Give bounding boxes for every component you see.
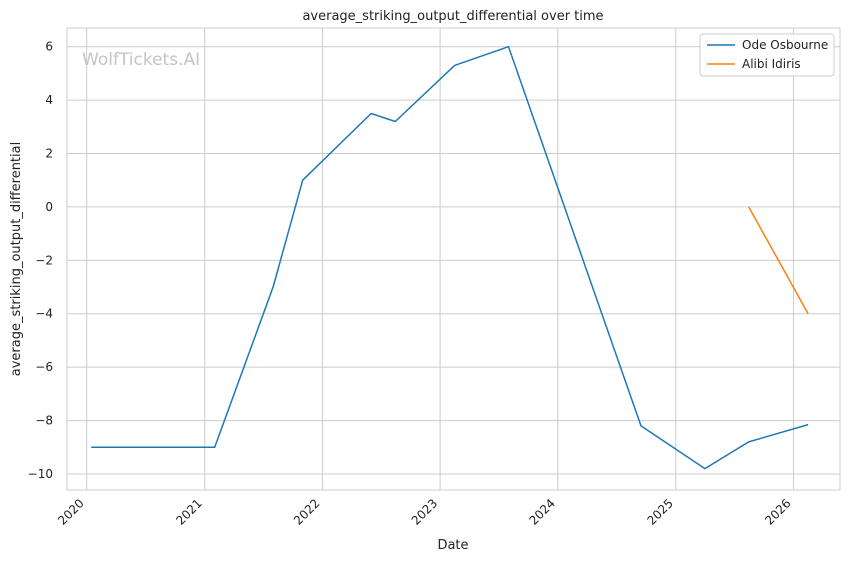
y-tick-label: −10 bbox=[28, 467, 53, 481]
plot-area-frame bbox=[66, 27, 841, 491]
y-gridlines bbox=[67, 46, 840, 475]
x-tick-label: 2024 bbox=[526, 496, 557, 527]
x-tick-label: 2020 bbox=[55, 496, 86, 527]
x-tick-label: 2021 bbox=[173, 496, 204, 527]
series-layer bbox=[91, 45, 809, 470]
y-tick-label: 0 bbox=[45, 200, 53, 214]
x-tick-label: 2023 bbox=[409, 496, 440, 527]
x-tick-labels: 2020 2021 2022 2023 2024 2025 2026 bbox=[55, 496, 793, 527]
y-tick-label: 6 bbox=[45, 40, 53, 54]
x-gridlines bbox=[86, 28, 795, 490]
legend-label-ode-osbourne: Ode Osbourne bbox=[742, 38, 828, 52]
series-line-ode-osbourne bbox=[91, 45, 809, 470]
x-tick-label: 2025 bbox=[644, 496, 675, 527]
series-line-alibi-idiris bbox=[748, 206, 809, 315]
y-axis-label: average_striking_output_differential bbox=[9, 142, 24, 376]
x-tick-label: 2022 bbox=[291, 496, 322, 527]
y-tick-labels: 6 4 2 0 −2 −4 −6 −8 −10 bbox=[28, 40, 53, 481]
watermark: WolfTickets.AI bbox=[82, 50, 200, 70]
legend-label-alibi-idiris: Alibi Idiris bbox=[742, 57, 801, 71]
legend: Ode Osbourne Alibi Idiris bbox=[699, 33, 835, 77]
y-tick-label: −2 bbox=[35, 253, 53, 267]
chart-title: average_striking_output_differential ove… bbox=[302, 9, 603, 24]
y-tick-label: 4 bbox=[45, 93, 53, 107]
y-tick-label: −6 bbox=[35, 360, 53, 374]
x-tick-label: 2026 bbox=[762, 496, 793, 527]
x-axis-label: Date bbox=[437, 538, 468, 553]
y-tick-label: −4 bbox=[35, 307, 53, 321]
y-tick-label: −8 bbox=[35, 414, 53, 428]
y-tick-label: 2 bbox=[45, 147, 53, 161]
